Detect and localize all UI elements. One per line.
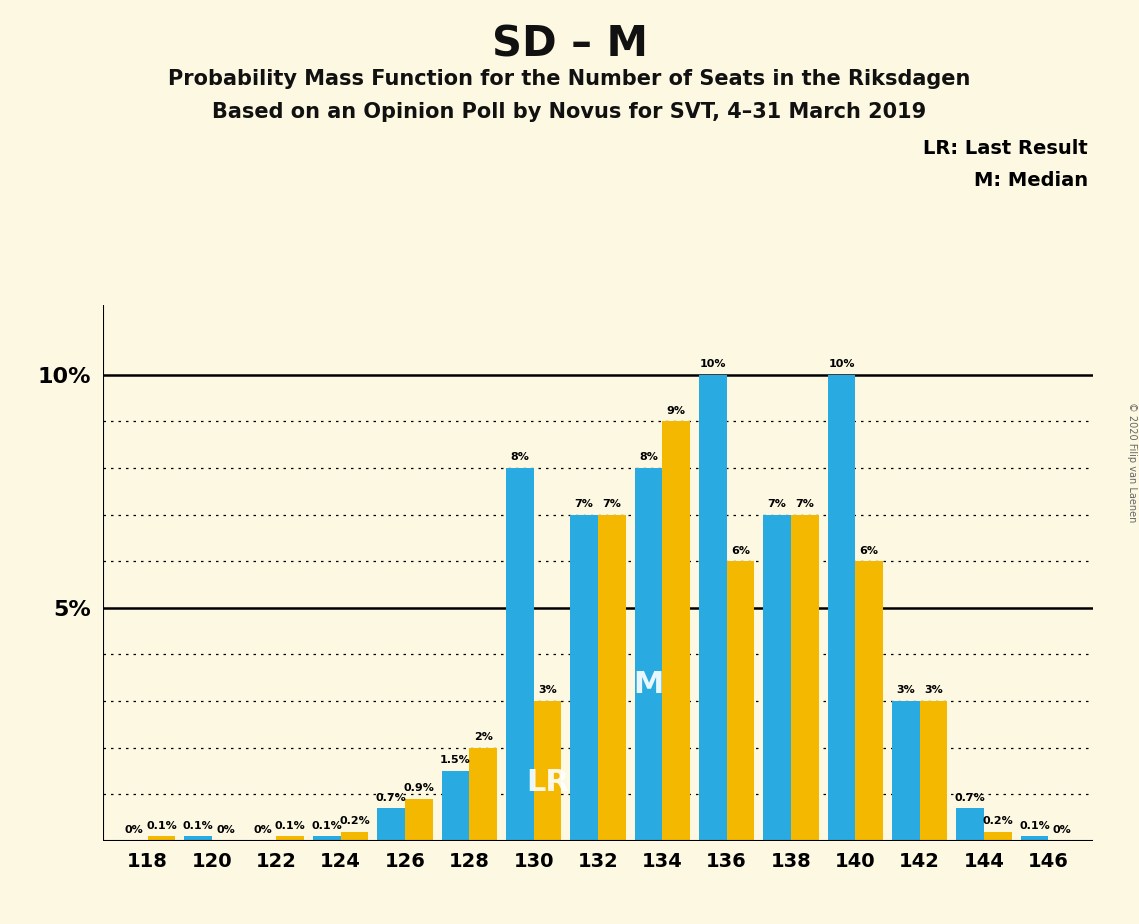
Text: 3%: 3% bbox=[924, 686, 943, 696]
Text: 0%: 0% bbox=[124, 825, 144, 835]
Text: 0.1%: 0.1% bbox=[311, 821, 342, 831]
Text: 7%: 7% bbox=[768, 499, 787, 509]
Text: 3%: 3% bbox=[538, 686, 557, 696]
Text: © 2020 Filip van Laenen: © 2020 Filip van Laenen bbox=[1126, 402, 1137, 522]
Text: 8%: 8% bbox=[639, 453, 658, 462]
Bar bbox=[506, 468, 534, 841]
Bar bbox=[469, 748, 497, 841]
Bar bbox=[598, 515, 625, 841]
Text: M: M bbox=[633, 670, 664, 699]
Bar bbox=[277, 836, 304, 841]
Text: 0.1%: 0.1% bbox=[274, 821, 305, 831]
Text: 10%: 10% bbox=[699, 359, 726, 370]
Text: 6%: 6% bbox=[860, 546, 878, 555]
Text: 0.2%: 0.2% bbox=[983, 816, 1014, 826]
Text: SD – M: SD – M bbox=[492, 23, 647, 65]
Text: 7%: 7% bbox=[575, 499, 593, 509]
Text: 0.2%: 0.2% bbox=[339, 816, 370, 826]
Bar bbox=[442, 771, 469, 841]
Bar bbox=[313, 836, 341, 841]
Bar bbox=[662, 421, 690, 841]
Bar bbox=[341, 832, 368, 841]
Bar bbox=[377, 808, 405, 841]
Text: 0%: 0% bbox=[216, 825, 235, 835]
Bar bbox=[185, 836, 212, 841]
Text: 0.1%: 0.1% bbox=[182, 821, 213, 831]
Text: LR: Last Result: LR: Last Result bbox=[923, 139, 1088, 158]
Bar bbox=[1021, 836, 1048, 841]
Text: Based on an Opinion Poll by Novus for SVT, 4–31 March 2019: Based on an Opinion Poll by Novus for SV… bbox=[212, 102, 927, 122]
Text: 7%: 7% bbox=[603, 499, 621, 509]
Bar bbox=[727, 561, 754, 841]
Bar bbox=[571, 515, 598, 841]
Text: 2%: 2% bbox=[474, 732, 492, 742]
Bar bbox=[855, 561, 883, 841]
Bar bbox=[148, 836, 175, 841]
Text: 0.1%: 0.1% bbox=[1019, 821, 1050, 831]
Bar bbox=[534, 701, 562, 841]
Text: 1.5%: 1.5% bbox=[440, 755, 470, 765]
Text: 8%: 8% bbox=[510, 453, 530, 462]
Text: 3%: 3% bbox=[896, 686, 916, 696]
Bar bbox=[790, 515, 819, 841]
Bar bbox=[892, 701, 919, 841]
Text: 0.1%: 0.1% bbox=[146, 821, 177, 831]
Bar bbox=[763, 515, 790, 841]
Bar bbox=[828, 375, 855, 841]
Text: 9%: 9% bbox=[666, 406, 686, 416]
Text: 6%: 6% bbox=[731, 546, 749, 555]
Text: 0.9%: 0.9% bbox=[403, 784, 434, 794]
Bar bbox=[405, 799, 433, 841]
Text: 7%: 7% bbox=[795, 499, 814, 509]
Bar bbox=[634, 468, 662, 841]
Text: 0.7%: 0.7% bbox=[954, 793, 985, 803]
Bar bbox=[984, 832, 1011, 841]
Bar bbox=[919, 701, 948, 841]
Text: 0.7%: 0.7% bbox=[376, 793, 407, 803]
Bar bbox=[699, 375, 727, 841]
Text: M: Median: M: Median bbox=[974, 171, 1088, 190]
Text: Probability Mass Function for the Number of Seats in the Riksdagen: Probability Mass Function for the Number… bbox=[169, 69, 970, 90]
Text: LR: LR bbox=[526, 768, 568, 796]
Text: 0%: 0% bbox=[253, 825, 272, 835]
Text: 0%: 0% bbox=[1052, 825, 1072, 835]
Text: 10%: 10% bbox=[828, 359, 854, 370]
Bar bbox=[957, 808, 984, 841]
